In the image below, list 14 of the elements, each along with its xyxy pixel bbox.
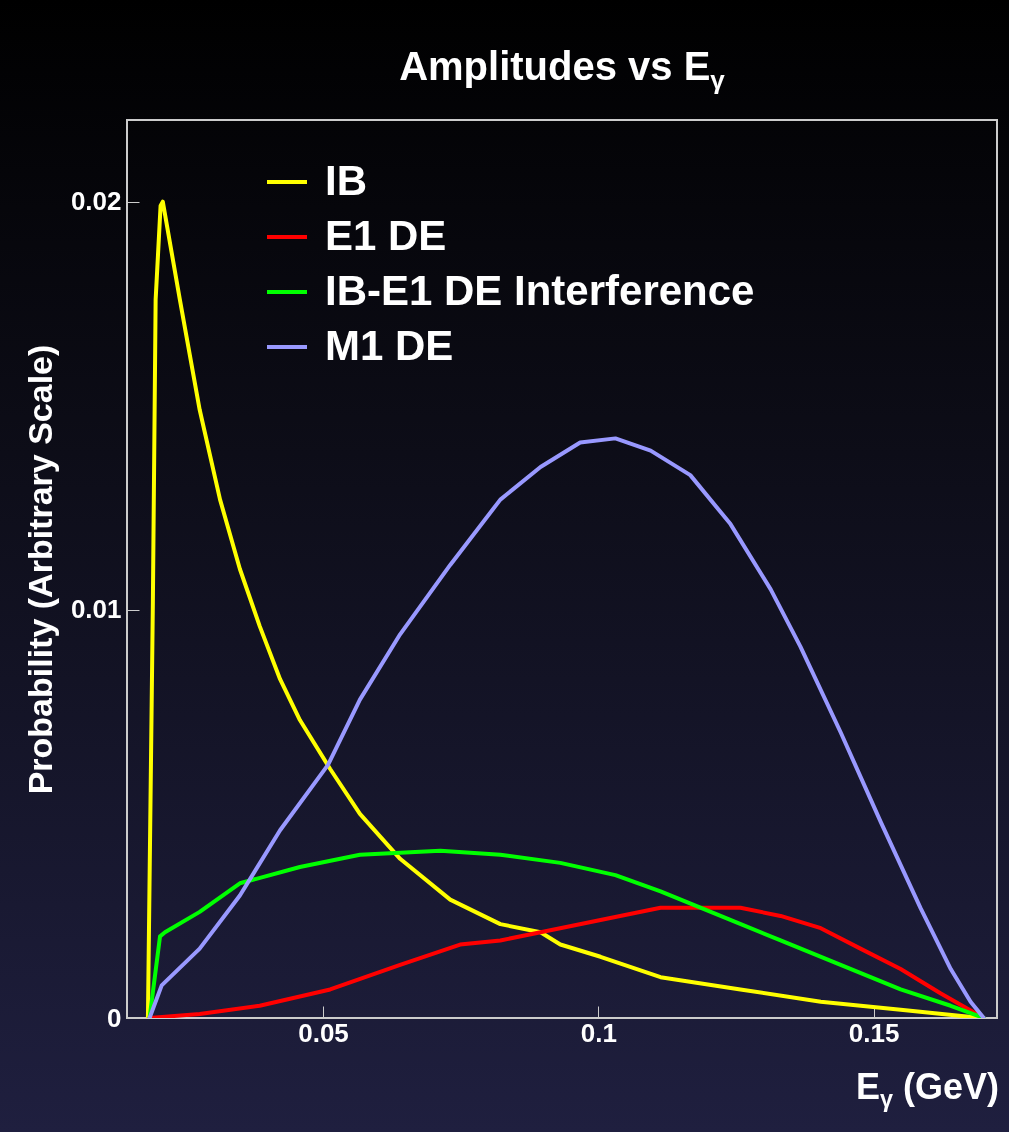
- x-axis-title: E$_{γ}$ (GeV): [855, 1066, 999, 1114]
- legend-label: M1 DE: [325, 322, 454, 369]
- y-tick-label: 0.01: [70, 594, 122, 625]
- x-tick-label: 0.15: [848, 1017, 900, 1048]
- legend-label: IB-E1 DE Interference: [325, 267, 755, 314]
- y-axis-title: Probability (Arbitrary Scale): [20, 344, 59, 795]
- x-tick-label: 0.1: [580, 1017, 617, 1048]
- legend-label: IB: [325, 157, 367, 204]
- line-series: [147, 436, 986, 1018]
- legend-label: E1 DE: [325, 212, 447, 259]
- chart-title: Amplitudes vs E$_{γ}$: [398, 44, 726, 96]
- y-tick-label: 0: [107, 1002, 122, 1033]
- x-tick-label: 0.05: [298, 1017, 349, 1048]
- y-tick-label: 0.02: [70, 186, 122, 217]
